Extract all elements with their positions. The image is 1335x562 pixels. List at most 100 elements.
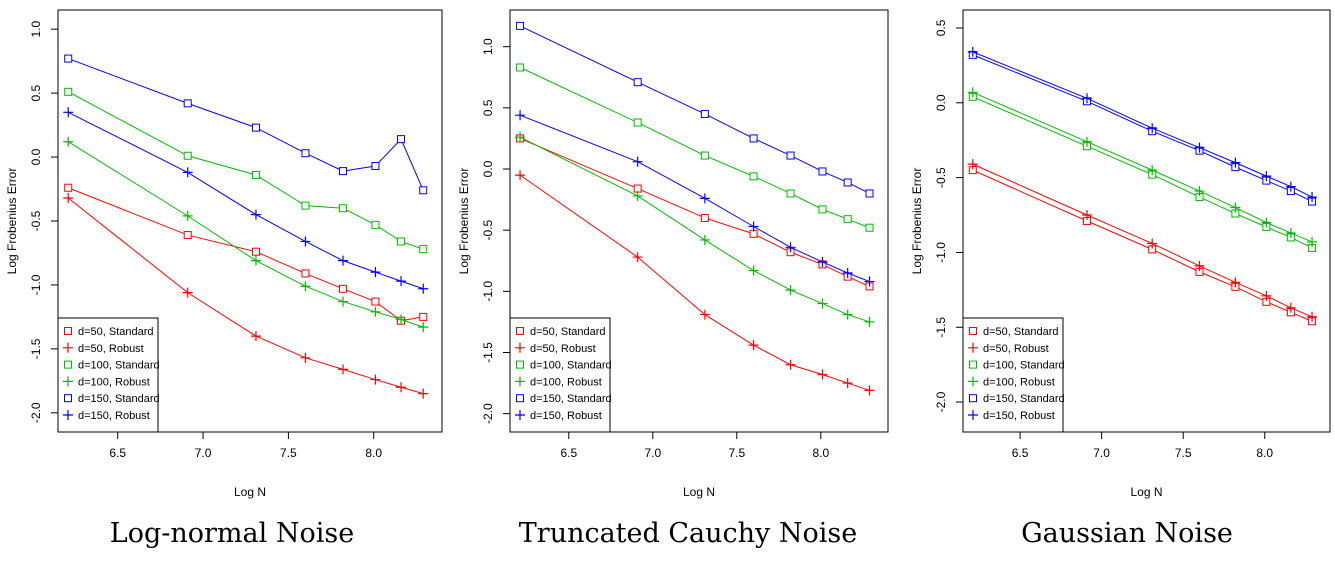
panel-2-x-tick-label: 6.5 [560,446,577,460]
panel-2-series-4-point [842,309,853,320]
panel-3-x-axis-label: Log N [1130,485,1162,499]
panel-1-legend-marker-6 [63,410,73,420]
panel-1-legend-label-3: d=100, Standard [78,360,160,372]
panel-3-series-6-point [967,46,978,57]
panel-1-legend-label-6: d=150, Robust [78,410,150,422]
panel-1-series-6-point [250,209,261,220]
panel-2-x-tick-label: 7.0 [644,446,661,460]
panel-1-series-3-point [419,245,428,254]
panel-3-y-tick-label: -0.5 [934,167,948,188]
panel-2-series-3-point [865,223,874,232]
panel-1-y-tick-label: -2.0 [29,402,43,423]
panel-2-y-axis-label: Log Frobenius Error [457,168,471,275]
panel-2-legend-marker-4 [515,376,525,387]
panel-3-series-4-point [1081,136,1092,147]
panel-3-series-6-point [1147,123,1158,134]
panel-2-y-tick-label: -1.0 [481,281,495,302]
panel-2-legend-marker-1 [516,327,524,335]
panel-2-y-tick-label: 0.0 [481,160,495,177]
panel-1-series-1-point [371,297,380,306]
panel-2-series-3-point [749,172,758,181]
panel-2-series-2-point [864,385,875,396]
panel-1-series-3-point [251,170,260,179]
panel-2-legend-marker-2 [515,342,525,353]
panel-3-legend-marker-4 [968,376,978,387]
panel-2-series-6-point [817,256,828,267]
panel-2-series-5-point [818,167,827,176]
panel-1-y-tick-label: -1.0 [29,274,43,295]
panel-1-series-3-point [64,87,73,96]
panel-1-series-6-point [396,276,407,287]
panel-2-series-3-point [786,189,795,198]
panel-1-series-3-point [397,237,406,246]
panel-1-series-1-point [419,312,428,321]
panel-1-series-4-point [182,210,193,221]
panel-1-series-2-point [250,331,261,342]
panel-2-legend-label-6: d=150, Robust [530,410,602,422]
panel-2-legend-marker-3 [516,360,524,369]
panel-3-legend-marker-1 [969,327,977,335]
panel-2-x-axis-label: Log N [683,485,715,499]
panel-1-series-2-point [182,287,193,298]
panel-1-series-1-point [251,247,260,256]
panel-1-series-3-point [301,201,310,210]
panel-2-legend-label-5: d=150, Standard [530,393,612,405]
panel-1-series-line-3 [68,91,424,250]
panel-1-series-6-point [370,267,381,278]
panel-1-series-6-point [418,283,429,294]
panel-3-legend-label-1: d=50, Standard [983,326,1059,338]
panel-3-series-2-point [967,159,978,170]
panel-2-series-2-point [699,309,710,320]
panel-1-x-axis-label: Log N [234,485,266,499]
panel-1-series-2-point [300,352,311,363]
panel-1-series-4-point [63,136,74,147]
panel-1-y-tick-label: 0.5 [29,84,43,101]
panel-2-series-2-point [817,369,828,380]
panel-2-y-tick-label: -2.0 [481,403,495,424]
panel-2-series-line-4 [519,136,870,323]
panel-3-legend-marker-6 [968,410,978,420]
panel-3-legend-marker-3 [969,360,977,369]
panel-2-series-line-2 [519,174,870,391]
panel-2-series-4-point [632,190,643,201]
panel-2-series-2-point [748,340,759,351]
panel-1-legend-label-2: d=50, Robust [78,343,144,355]
panel-2-series-4-point [699,234,710,245]
panel-2-series-1-point [700,213,709,222]
panel-2-legend-label-4: d=100, Robust [530,376,602,388]
panel-1-series-1-point [301,269,310,278]
panel-3-y-tick-label: 0.5 [934,19,948,36]
panel-2-series-line-5 [519,25,870,194]
panel-1-series-5-point [183,99,192,108]
panel-2-series-2-point [632,252,643,263]
panel-3-series-6-point [1230,157,1241,168]
panel-3-series-2-point [1230,277,1241,288]
panel-2-series-3-point [633,118,642,127]
panel-1-series-3-point [339,204,348,213]
panel-3-legend-label-2: d=50, Robust [983,343,1049,355]
panel-2-legend-label-1: d=50, Standard [530,326,606,338]
panel-2-series-5-point [749,134,758,143]
panel-2-series-6-point [699,193,710,204]
panel-1-series-4-point [370,306,381,317]
panel-1-legend-marker-3 [64,360,72,369]
panel-1-series-1-point [64,183,73,192]
panel-1-series-4-point [250,255,261,266]
panel-3-series-4-point [967,87,978,98]
panel-3-series-4-point [1307,236,1318,247]
panel-3-series-4-point [1285,227,1296,238]
panel-3-series-line-5 [972,54,1313,202]
panel-1-legend-label-4: d=100, Robust [78,376,150,388]
panel-1-series-6-point [182,167,193,178]
panel-2-legend-marker-6 [515,410,525,420]
panel-2-legend-label-3: d=100, Standard [530,360,612,372]
panel-2-x-tick-label: 8.0 [812,446,829,460]
panel-1-series-2-point [396,382,407,393]
panel-1-legend-label-1: d=50, Standard [78,326,154,338]
panel-1-series-6-point [338,255,349,266]
panel-2-series-6-point [748,221,759,232]
panel-3-legend-label-4: d=100, Robust [983,376,1055,388]
panel-2-series-6-point [785,242,796,253]
panel-1-series-3-point [183,151,192,160]
